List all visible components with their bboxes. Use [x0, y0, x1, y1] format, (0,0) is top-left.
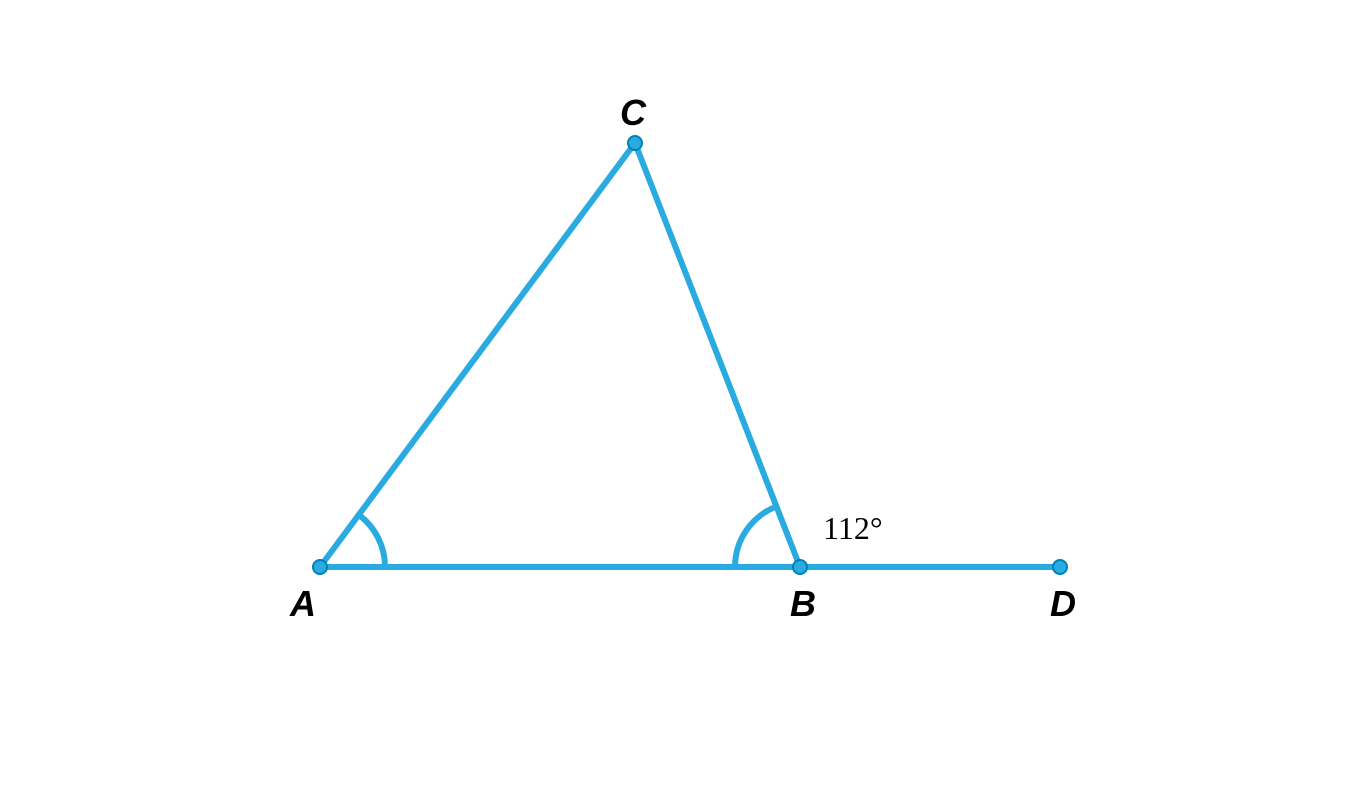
angle-arc-A: [359, 515, 385, 567]
geometry-diagram: [0, 0, 1350, 798]
label-D: D: [1050, 583, 1076, 625]
point-B: [793, 560, 807, 574]
point-C: [628, 136, 642, 150]
exterior-angle-label: 112°: [823, 510, 883, 547]
edge-BC: [635, 143, 800, 567]
edge-AC: [320, 143, 635, 567]
point-D: [1053, 560, 1067, 574]
label-C: C: [620, 92, 646, 134]
point-A: [313, 560, 327, 574]
label-B: B: [790, 583, 816, 625]
label-A: A: [290, 583, 316, 625]
angle-arc-B: [735, 507, 776, 568]
